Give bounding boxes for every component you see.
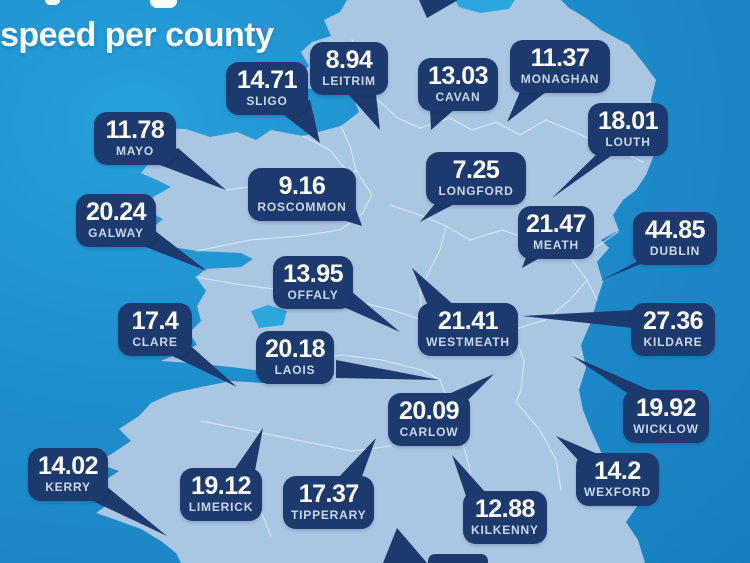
county-value: 14.71 bbox=[236, 66, 298, 94]
county-value: 9.16 bbox=[278, 172, 326, 200]
callout-tail-monaghan bbox=[507, 92, 546, 122]
county-value: 20.18 bbox=[264, 335, 326, 363]
callout-clare: 17.4 CLARE bbox=[118, 303, 192, 356]
county-value: 19.12 bbox=[190, 472, 252, 500]
county-value: 7.25 bbox=[452, 156, 500, 184]
callout-tipperary: 17.37 TIPPERARY bbox=[283, 476, 375, 529]
county-name: SLIGO bbox=[246, 94, 288, 108]
county-value: 17.4 bbox=[131, 307, 179, 335]
county-name: LIMERICK bbox=[188, 500, 254, 514]
county-value: 8.94 bbox=[325, 46, 373, 74]
callout-tail-leitrim bbox=[348, 94, 380, 130]
midlands-lake bbox=[251, 305, 287, 328]
callout-tail-cavan bbox=[430, 108, 456, 130]
callout-dublin: 44.85 DUBLIN bbox=[633, 212, 717, 265]
page-title: speed per county bbox=[0, 16, 274, 54]
county-value: 12.88 bbox=[474, 495, 536, 523]
callout-tail-kildare bbox=[522, 310, 633, 328]
county-value: 18.01 bbox=[597, 107, 659, 135]
callout-sligo: 14.71 SLIGO bbox=[226, 62, 308, 115]
callout-tail-kerry bbox=[82, 486, 167, 536]
callout-offaly: 13.95 OFFALY bbox=[273, 256, 353, 309]
county-name: CARLOW bbox=[399, 425, 459, 439]
county-value: 11.78 bbox=[105, 116, 165, 144]
callout-kerry: 14.02 KERRY bbox=[28, 448, 108, 501]
cutoff-callout-tail-top bbox=[419, 0, 458, 18]
callout-kilkenny: 12.88 KILKENNY bbox=[463, 491, 547, 544]
county-value: 14.02 bbox=[37, 452, 99, 480]
callout-tail-louth bbox=[552, 148, 622, 198]
county-value: 20.24 bbox=[85, 198, 147, 226]
county-name: MAYO bbox=[115, 144, 155, 158]
county-value: 44.85 bbox=[644, 216, 706, 244]
county-name: KILDARE bbox=[643, 335, 703, 349]
county-value: 20.09 bbox=[398, 397, 460, 425]
county-value: 13.95 bbox=[282, 260, 344, 288]
county-value: 21.41 bbox=[437, 307, 499, 335]
county-name: WICKLOW bbox=[633, 422, 699, 436]
callout-mayo: 11.78 MAYO bbox=[94, 112, 176, 165]
county-name: LONGFORD bbox=[438, 184, 514, 198]
callout-tail-westmeath bbox=[412, 268, 455, 306]
county-value: 14.2 bbox=[594, 457, 641, 485]
callout-tail-kilkenny bbox=[452, 455, 486, 496]
county-name: DUBLIN bbox=[649, 244, 701, 258]
cutoff-callout-box-bottom bbox=[428, 554, 488, 563]
callout-westmeath: 21.41 WESTMEATH bbox=[418, 303, 518, 356]
county-value: 13.03 bbox=[427, 62, 489, 90]
county-name: KILKENNY bbox=[471, 523, 539, 537]
callout-limerick: 19.12 LIMERICK bbox=[180, 468, 262, 521]
county-name: ROSCOMMON bbox=[257, 200, 347, 214]
callout-longford: 7.25 LONGFORD bbox=[426, 152, 526, 205]
county-name: LAOIS bbox=[274, 363, 316, 377]
callout-tail-wicklow bbox=[572, 356, 654, 395]
county-value: 11.37 bbox=[530, 44, 590, 72]
county-name: MONAGHAN bbox=[520, 72, 600, 86]
county-name: WESTMEATH bbox=[426, 335, 510, 349]
county-name: GALWAY bbox=[88, 226, 144, 240]
county-value: 27.36 bbox=[642, 307, 704, 335]
callout-wexford: 14.2 WEXFORD bbox=[576, 453, 659, 506]
callout-louth: 18.01 LOUTH bbox=[588, 103, 668, 156]
county-name: OFFALY bbox=[287, 288, 339, 302]
county-name: TIPPERARY bbox=[291, 508, 367, 522]
callout-tail-tipperary bbox=[338, 438, 376, 482]
callout-laois: 20.18 LAOIS bbox=[256, 331, 334, 384]
ireland-landmass bbox=[87, 0, 661, 563]
county-value: 21.47 bbox=[526, 210, 587, 238]
callout-cavan: 13.03 CAVAN bbox=[418, 58, 498, 111]
county-name: LOUTH bbox=[605, 135, 651, 149]
county-name: CAVAN bbox=[435, 90, 481, 104]
county-name: MEATH bbox=[533, 238, 579, 252]
callout-monaghan: 11.37 MONAGHAN bbox=[510, 40, 610, 93]
county-name: KERRY bbox=[45, 480, 91, 494]
callout-tail-laois bbox=[336, 360, 440, 380]
county-name: WEXFORD bbox=[584, 485, 651, 499]
callout-tail-limerick bbox=[234, 428, 263, 476]
callout-kildare: 27.36 KILDARE bbox=[631, 303, 715, 356]
callout-galway: 20.24 GALWAY bbox=[76, 194, 156, 247]
county-name: LEITRIM bbox=[322, 74, 376, 88]
callout-leitrim: 8.94 LEITRIM bbox=[310, 42, 388, 95]
callout-tail-longford bbox=[420, 200, 462, 222]
cutoff-callout-tail-bottom bbox=[383, 528, 427, 563]
callout-roscommon: 9.16 ROSCOMMON bbox=[248, 168, 356, 221]
county-value: 19.92 bbox=[635, 394, 697, 422]
callout-meath: 21.47 MEATH bbox=[518, 206, 595, 259]
title-line1-g-descender-fragment bbox=[150, 0, 177, 8]
county-value: 17.37 bbox=[298, 480, 360, 508]
county-name: CLARE bbox=[132, 335, 178, 349]
lough-erne-lake bbox=[455, 0, 515, 13]
title-line1-fragment bbox=[45, 0, 60, 5]
callout-wicklow: 19.92 WICKLOW bbox=[623, 390, 709, 443]
callout-carlow: 20.09 CARLOW bbox=[388, 393, 470, 446]
